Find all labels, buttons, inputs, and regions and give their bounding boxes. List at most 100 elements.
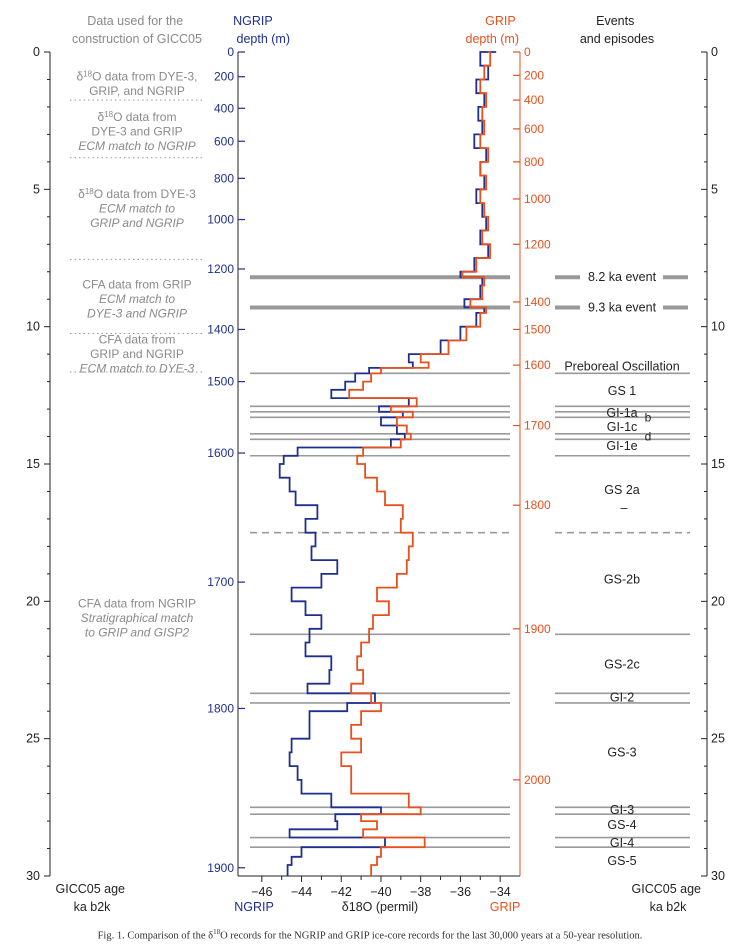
left-age-axis: 0 5 10 15 20 25 30 GICC05 age ka b2k [26, 45, 126, 914]
left-column-item-2-line: δ18O data from [98, 110, 177, 125]
svg-text:GICC05 age ka b2k: GICC05 age ka b2k [632, 882, 705, 914]
grip-depth-tick-label: 2000 [524, 773, 551, 787]
event-label: b [645, 410, 652, 424]
event-label: GS-4 [607, 818, 636, 832]
event-label: GS-2b [604, 572, 640, 586]
right-age-tick-label: 10 [711, 320, 725, 334]
event-label: GS 1 [608, 384, 637, 398]
plot-area: 0 200 400 600 800 1000 1200 1400 1500 1600 1700 180… [207, 45, 690, 899]
x-axis-left-label: NGRIP [234, 900, 274, 914]
left-age-tick-label: 5 [33, 182, 40, 196]
right-age-tick-label: 5 [711, 182, 718, 196]
ngrip-depth-axis-title: NGRIP depth (m) [233, 14, 290, 46]
grip-depth-tick-label: 600 [524, 122, 544, 136]
left-column-item-4-line: ECM match to [99, 292, 175, 306]
left-column-item-6-line: to GRIP and GISP2 [85, 625, 190, 639]
left-age-tick-label: 25 [26, 732, 40, 746]
left-axis-title-1: GICC05 age [56, 882, 126, 896]
ngrip-depth-tick-label: 1900 [207, 861, 234, 875]
grip-depth-tick-label: 1400 [524, 295, 551, 309]
right-age-tick-label: 25 [711, 732, 725, 746]
event-label: GI-3 [610, 803, 634, 817]
ngrip-depth-tick-label: 1000 [207, 213, 234, 227]
right-age-tick-label: 30 [711, 869, 725, 883]
ngrip-depth-tick-label: 1600 [207, 446, 234, 460]
left-column-item-5-line: ECM match to DYE-3 [80, 362, 195, 376]
ngrip-depth-tick-label: 0 [227, 45, 234, 59]
grip-depth-tick-label: 1800 [524, 498, 551, 512]
left-column-item-4-line: CFA data from GRIP [82, 278, 191, 292]
grip-depth-ticks: 0 200 400 600 800 1000 1200 1400 1500 1600 1700 180… [513, 45, 551, 787]
ngrip-depth-tick-label: 1500 [207, 375, 234, 389]
ngrip-depth-tick-label: 1800 [207, 701, 234, 715]
left-age-tick-label: 0 [33, 45, 40, 59]
ngrip-depth-tick-label: 1700 [207, 575, 234, 589]
event-label: GI-1e [606, 439, 637, 453]
left-column-item-1-line: GRIP, and NGRIP [89, 84, 185, 98]
events-header: Events and episodes [580, 14, 654, 46]
grip-depth-tick-label: 1900 [524, 622, 551, 636]
left-column-item-3-line: ECM match to [99, 202, 175, 216]
left-age-tick-label: 20 [26, 594, 40, 608]
series-grip-line [340, 51, 492, 876]
left-column-item-2-line: DYE-3 and GRIP [91, 125, 182, 139]
x-tick-label: −44 [291, 885, 312, 899]
left-column-items: δ18O data from DYE-3,GRIP, and NGRIP δ18O… [70, 69, 205, 639]
left-column-item-5-line: CFA data from [99, 333, 176, 347]
right-age-tick-label: 20 [711, 594, 725, 608]
right-age-tick-label: 0 [711, 45, 718, 59]
left-age-tick-label: 30 [26, 869, 40, 883]
grip-depth-axis-title: GRIP depth (m) [466, 14, 520, 46]
left-header-line-2: construction of GICC05 [72, 32, 202, 46]
event-label: GI-4 [610, 836, 634, 850]
ngrip-depth-tick-label: 800 [214, 171, 234, 185]
x-axis-right-label: GRIP [490, 900, 521, 914]
ngrip-depth-tick-label: 1200 [207, 262, 234, 276]
x-tick-label: −38 [410, 885, 431, 899]
left-column-item-3-line: δ18O data from DYE-3 [78, 187, 196, 202]
left-column-item-2-line: ECM match to NGRIP [78, 139, 195, 153]
ngrip-depth-tick-label: 1400 [207, 322, 234, 336]
ngrip-depth-tick-label: 200 [214, 70, 234, 84]
right-axis-title-2: ka b2k [650, 900, 688, 914]
right-axis-title-1: GICC05 age [632, 882, 702, 896]
left-column-item-4-line: DYE-3 and NGRIP [87, 307, 187, 321]
grip-depth-tick-label: 0 [524, 45, 531, 59]
x-tick-label: −40 [370, 885, 391, 899]
event-labels: 8.2 ka event 9.3 ka event Preboreal Oscill… [564, 270, 679, 868]
grip-depth-tick-label: 1000 [524, 192, 551, 206]
event-label: Preboreal Oscillation [564, 359, 679, 373]
figure-caption: Fig. 1. Comparison of the δ18O records f… [97, 928, 643, 942]
left-column-header: Data used for the construction of GICC05 [72, 14, 202, 46]
ngrip-depth-tick-label: 600 [214, 134, 234, 148]
grip-depth-tick-label: 1600 [524, 358, 551, 372]
event-label: 8.2 ka event [588, 270, 657, 284]
event-label: d [645, 430, 652, 444]
left-header-line-1: Data used for the [87, 14, 183, 28]
series-ngrip-line [278, 51, 497, 876]
ngrip-depth-ticks: 0 200 400 600 800 1000 1200 1400 1500 1600 1700 180… [207, 45, 245, 875]
event-label: GI-1a [606, 406, 637, 420]
x-axis-ticks: −46 −44 −42 −40 −38 −36 −34 [251, 876, 511, 899]
event-label: GS 2a [604, 483, 639, 497]
left-column-item-3-line: GRIP and NGRIP [90, 216, 184, 230]
x-axis-label: δ18O (permil) [342, 900, 418, 914]
event-label: GS-2c [604, 658, 639, 672]
grip-depth-tick-label: 1700 [524, 419, 551, 433]
right-age-tick-label: 15 [711, 457, 725, 471]
series-lines [278, 51, 497, 876]
event-label: 9.3 ka event [588, 300, 657, 314]
event-label: GI-2 [610, 690, 634, 704]
grip-depth-tick-label: 1200 [524, 237, 551, 251]
left-axis-title-2: ka b2k [74, 900, 112, 914]
event-label: GS-5 [607, 854, 636, 868]
x-tick-label: −34 [490, 885, 511, 899]
x-tick-label: −36 [450, 885, 471, 899]
grip-depth-tick-label: 1500 [524, 322, 551, 336]
left-age-tick-label: 10 [26, 320, 40, 334]
x-tick-label: −42 [331, 885, 352, 899]
grip-depth-tick-label: 400 [524, 93, 544, 107]
ngrip-depth-tick-label: 400 [214, 101, 234, 115]
left-column-item-5-line: GRIP and NGRIP [90, 347, 184, 361]
grip-depth-tick-label: 800 [524, 155, 544, 169]
